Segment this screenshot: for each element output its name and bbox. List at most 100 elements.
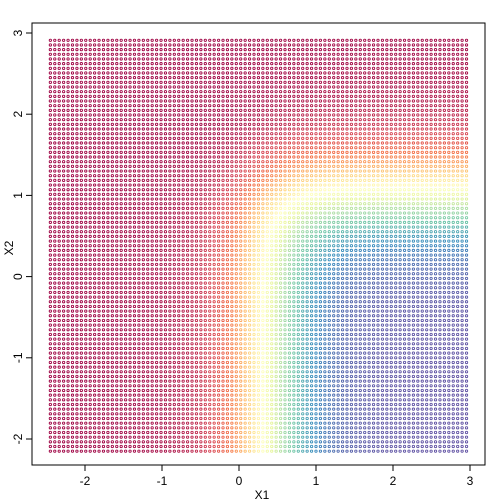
heatmap-point xyxy=(57,206,61,210)
heatmap-point xyxy=(48,43,52,47)
heatmap-point xyxy=(48,104,52,108)
heatmap-point xyxy=(48,57,52,61)
heatmap-point xyxy=(53,239,57,243)
heatmap-point xyxy=(48,230,52,234)
heatmap-point xyxy=(53,384,57,388)
heatmap-point xyxy=(48,351,52,355)
heatmap-point xyxy=(57,57,61,61)
heatmap-point xyxy=(57,267,61,271)
heatmap-point xyxy=(53,304,57,309)
heatmap-point xyxy=(48,76,52,80)
heatmap-point xyxy=(66,253,70,257)
heatmap-point xyxy=(57,426,61,430)
heatmap-point xyxy=(62,216,66,220)
heatmap-point xyxy=(53,258,57,262)
heatmap-point xyxy=(48,421,52,425)
heatmap-point xyxy=(48,38,52,42)
heatmap-point xyxy=(62,356,66,360)
heatmap-point xyxy=(66,136,70,140)
heatmap-point xyxy=(53,337,57,341)
heatmap-point xyxy=(62,314,66,318)
heatmap-point xyxy=(53,267,57,271)
heatmap-point xyxy=(66,351,70,355)
heatmap-point xyxy=(66,202,70,206)
heatmap-point xyxy=(62,295,66,299)
heatmap-point xyxy=(62,146,66,150)
heatmap-point xyxy=(62,290,66,295)
heatmap-point xyxy=(48,449,52,453)
heatmap-point xyxy=(57,108,61,112)
heatmap-point xyxy=(57,258,61,262)
heatmap-point xyxy=(57,300,61,304)
heatmap-point xyxy=(57,132,61,136)
heatmap-point xyxy=(62,267,66,271)
heatmap-point xyxy=(53,169,57,173)
heatmap-point xyxy=(62,113,66,117)
heatmap-point xyxy=(57,323,61,327)
heatmap-point xyxy=(66,365,70,369)
heatmap-point xyxy=(66,127,70,131)
heatmap-point xyxy=(66,178,70,182)
heatmap-point xyxy=(57,104,61,108)
heatmap-point xyxy=(57,230,61,234)
heatmap-point xyxy=(53,113,57,117)
heatmap-point xyxy=(62,48,66,52)
heatmap-point xyxy=(62,444,66,449)
heatmap-point xyxy=(62,202,66,206)
heatmap-point xyxy=(57,85,61,89)
heatmap-point xyxy=(53,281,57,285)
heatmap-point xyxy=(66,160,70,164)
heatmap-point xyxy=(62,99,66,103)
heatmap-point xyxy=(48,188,52,192)
heatmap-point xyxy=(57,276,61,281)
heatmap-point xyxy=(66,421,70,425)
heatmap-point xyxy=(53,127,57,131)
heatmap-point xyxy=(48,360,52,365)
heatmap-point xyxy=(57,174,61,178)
heatmap-point xyxy=(66,197,70,201)
heatmap-point xyxy=(66,164,70,168)
heatmap-point xyxy=(66,388,70,393)
heatmap-point xyxy=(48,309,52,313)
heatmap-point xyxy=(53,435,57,439)
heatmap-point xyxy=(53,444,57,449)
heatmap-point xyxy=(66,225,70,229)
heatmap-point xyxy=(53,244,57,248)
heatmap-point xyxy=(48,393,52,397)
heatmap-point xyxy=(66,258,70,262)
heatmap-point xyxy=(57,421,61,425)
heatmap-point xyxy=(48,318,52,323)
heatmap-point xyxy=(53,290,57,295)
heatmap-point xyxy=(66,449,70,453)
heatmap-point xyxy=(53,365,57,369)
heatmap-point xyxy=(53,146,57,150)
heatmap-point xyxy=(48,62,52,66)
heatmap-point xyxy=(62,169,66,173)
heatmap-point xyxy=(48,365,52,369)
heatmap-point xyxy=(48,379,52,383)
heatmap-point xyxy=(62,258,66,262)
heatmap-point xyxy=(62,43,66,47)
heatmap-point xyxy=(57,192,61,196)
heatmap-point xyxy=(57,122,61,126)
heatmap-point xyxy=(62,80,66,84)
heatmap-point xyxy=(62,449,66,453)
heatmap-point xyxy=(62,127,66,131)
heatmap-point xyxy=(66,402,70,407)
heatmap-point xyxy=(62,234,66,239)
heatmap-point xyxy=(66,379,70,383)
heatmap-point xyxy=(66,295,70,299)
heatmap-point xyxy=(57,356,61,360)
heatmap-point xyxy=(57,48,61,52)
heatmap-point xyxy=(48,206,52,210)
heatmap-point xyxy=(66,192,70,196)
heatmap-point xyxy=(57,76,61,80)
heatmap-point xyxy=(57,370,61,374)
heatmap-point xyxy=(66,416,70,421)
heatmap-point xyxy=(48,216,52,220)
heatmap-point xyxy=(66,132,70,136)
heatmap-point xyxy=(66,337,70,341)
heatmap-point xyxy=(62,286,66,290)
heatmap-point xyxy=(66,216,70,220)
heatmap-point xyxy=(57,281,61,285)
